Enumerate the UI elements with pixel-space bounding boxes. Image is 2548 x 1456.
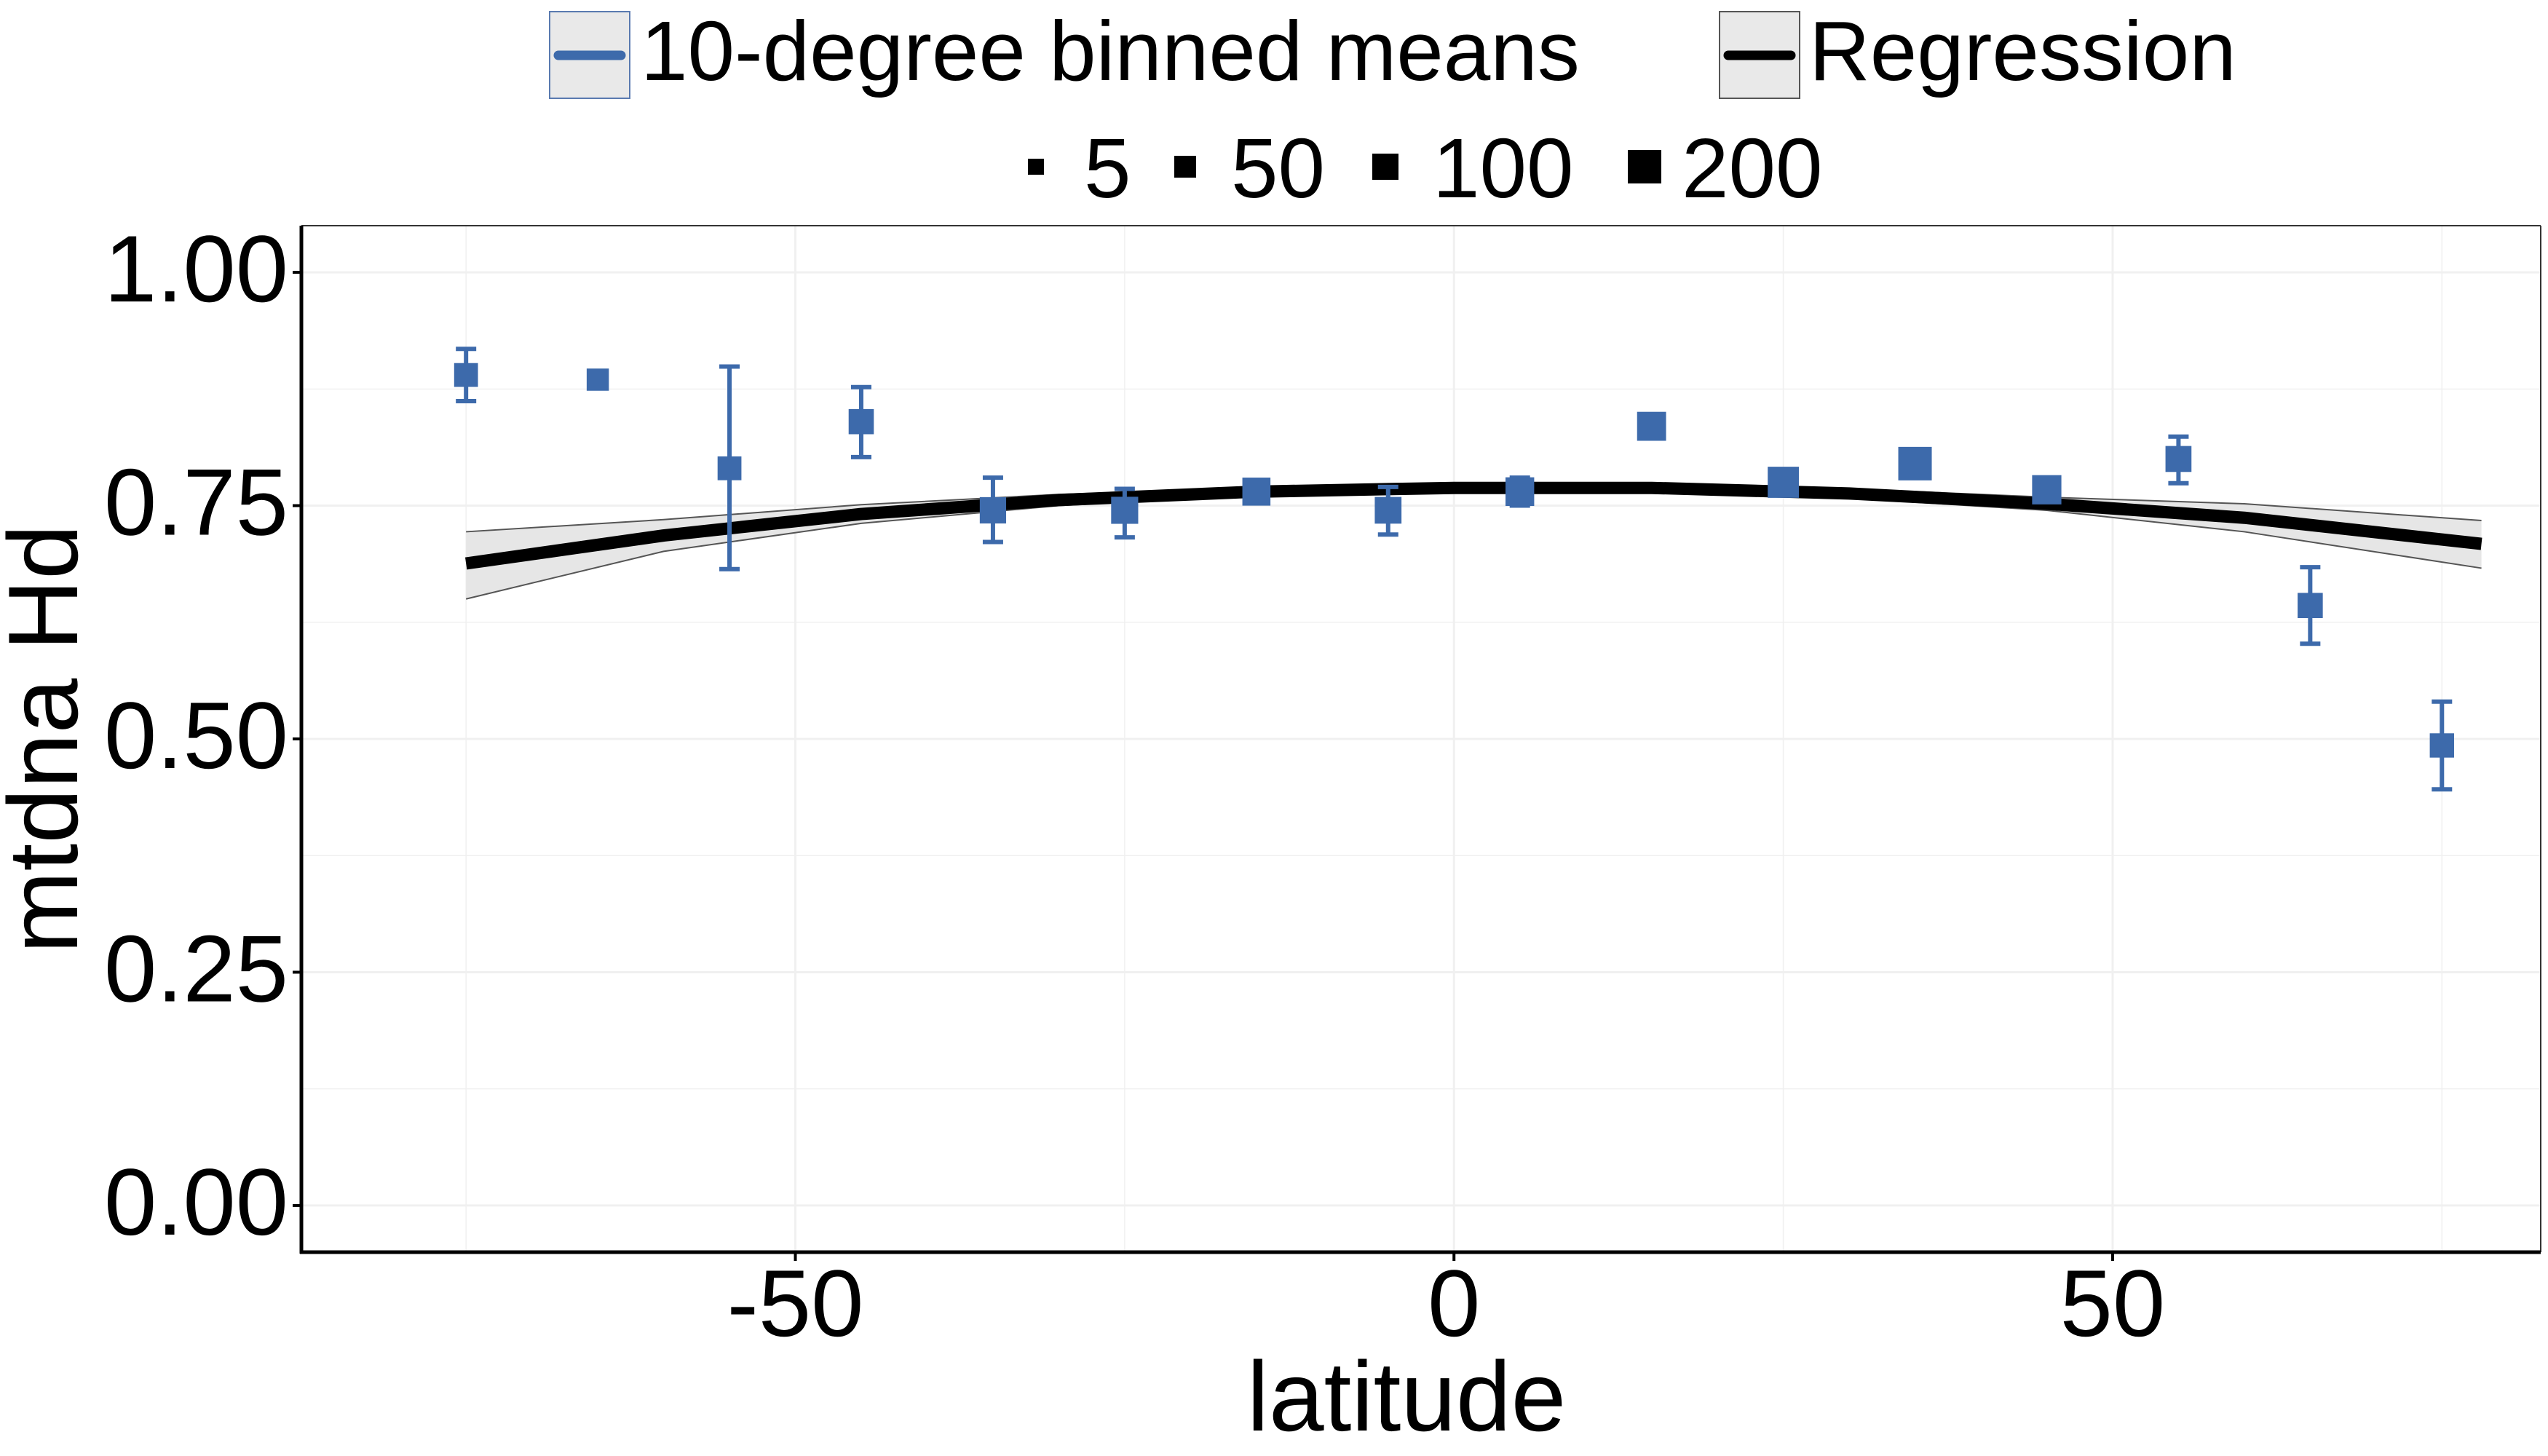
y-tick-label: 0.75 — [104, 449, 288, 555]
data-point — [1374, 496, 1402, 524]
data-point — [454, 363, 478, 387]
y-tick-label: 1.00 — [104, 215, 288, 322]
size-key-label: 200 — [1682, 121, 1823, 215]
size-key-label: 5 — [1084, 121, 1131, 215]
data-point — [1768, 467, 1799, 498]
size-key-label: 100 — [1433, 121, 1574, 215]
legend: 10-degree binned means Regression 5 50 1… — [549, 4, 2236, 215]
regression-line — [464, 481, 2482, 570]
data-point — [2429, 733, 2454, 758]
x-axis-title: latitude — [1247, 1341, 1567, 1452]
data-point — [1506, 477, 1535, 507]
data-point — [2165, 446, 2192, 472]
data-point — [848, 408, 874, 435]
y-axis-ticks: 0.00 0.25 0.50 0.75 1.00 — [104, 215, 301, 1255]
data-point — [2298, 593, 2323, 618]
data-points — [454, 347, 2454, 792]
legend-key-regression — [1719, 11, 1800, 99]
data-point — [1898, 446, 1932, 480]
data-point — [586, 368, 609, 391]
x-tick-label: -50 — [727, 1250, 864, 1356]
data-point — [1242, 478, 1271, 506]
x-axis-ticks: -50 0 50 — [727, 1250, 2166, 1356]
size-key-label: 50 — [1231, 121, 1325, 215]
data-point — [717, 456, 742, 480]
y-tick-label: 0.50 — [104, 682, 288, 788]
plot-panel — [299, 225, 2541, 1254]
size-key-marker — [1028, 159, 1044, 175]
y-tick-label: 0.25 — [104, 915, 288, 1021]
x-tick-label: 50 — [2060, 1250, 2166, 1356]
data-point — [979, 496, 1007, 524]
y-axis-title: mtdna Hd — [0, 524, 98, 954]
legend-label-binned-means: 10-degree binned means — [641, 4, 1580, 98]
size-key-marker — [1372, 154, 1398, 180]
regression-curve — [464, 481, 2482, 570]
data-point — [1111, 496, 1139, 524]
legend-label-regression: Regression — [1809, 4, 2236, 98]
y-tick-label: 0.00 — [104, 1149, 288, 1255]
data-point — [2032, 475, 2062, 505]
size-key-marker — [1174, 156, 1196, 178]
data-point — [1637, 411, 1666, 441]
x-tick-label: 0 — [1428, 1250, 1480, 1356]
legend-key-binned-means — [549, 11, 630, 99]
size-key-marker — [1628, 150, 1661, 183]
